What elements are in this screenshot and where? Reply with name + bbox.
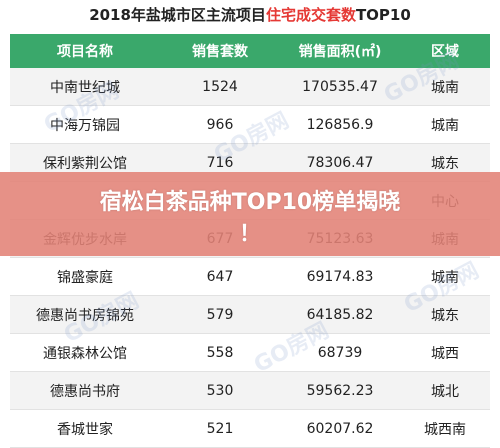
table-row: 锦盛豪庭 647 69174.83 城南 <box>10 258 490 296</box>
cell-region: 城南 <box>431 79 459 96</box>
table-title: 2018年盐城市区主流项目住宅成交套数TOP10 <box>89 6 411 24</box>
cell-area-sold: 59562.23 <box>306 382 374 399</box>
cell-project-name: 通银森林公馆 <box>43 345 127 362</box>
cell-region: 城西南 <box>424 421 466 438</box>
cell-units-sold: 647 <box>206 268 234 285</box>
cell-project-name: 德惠尚书府 <box>50 383 120 400</box>
cell-region: 城南 <box>431 269 459 286</box>
table-row: 通银森林公馆 558 68739 城西 <box>10 334 490 372</box>
title-highlight: 住宅成交套数 <box>265 6 356 24</box>
cell-units-sold: 966 <box>206 116 234 133</box>
cell-units-sold: 579 <box>206 306 234 323</box>
cell-units-sold: 716 <box>206 154 234 171</box>
header-project-name: 项目名称 <box>57 44 113 60</box>
cell-region: 城北 <box>431 383 459 400</box>
header-units-sold: 销售套数 <box>192 44 248 60</box>
header-region: 区域 <box>431 44 459 60</box>
cell-project-name: 保利紫荆公馆 <box>43 155 127 172</box>
cell-project-name: 锦盛豪庭 <box>57 269 113 286</box>
cell-project-name: 德惠尚书房锦苑 <box>36 307 134 324</box>
cell-area-sold: 68739 <box>317 344 363 361</box>
table-row: 德惠尚书府 530 59562.23 城北 <box>10 372 490 410</box>
cell-region: 城东 <box>431 155 459 172</box>
banner-headline: 宿松白茶品种TOP10榜单揭晓 ！ <box>99 190 401 247</box>
table-row: 香城世家 521 60207.62 城西南 <box>10 410 490 448</box>
cell-region: 城西 <box>431 345 459 362</box>
cell-units-sold: 1524 <box>202 78 238 95</box>
cell-area-sold: 69174.83 <box>306 268 374 285</box>
cell-area-sold: 60207.62 <box>306 420 374 437</box>
header-area-sold: 销售面积(㎡) <box>298 44 382 60</box>
table-row: 中海万锦园 966 126856.9 城南 <box>10 106 490 144</box>
cell-units-sold: 521 <box>206 420 234 437</box>
cell-project-name: 香城世家 <box>57 421 113 438</box>
cell-units-sold: 530 <box>206 382 234 399</box>
table-header: 项目名称 销售套数 销售面积(㎡) 区域 <box>10 34 490 68</box>
table-row: 德惠尚书房锦苑 579 64185.82 城东 <box>10 296 490 334</box>
cell-project-name: 中海万锦园 <box>50 117 120 134</box>
cell-area-sold: 78306.47 <box>306 154 374 171</box>
cell-region: 城东 <box>431 307 459 324</box>
cell-units-sold: 558 <box>206 344 234 361</box>
table-row: 中南世纪城 1524 170535.47 城南 <box>10 68 490 106</box>
overlay-banner <box>0 172 500 256</box>
cell-area-sold: 170535.47 <box>302 78 378 95</box>
cell-area-sold: 64185.82 <box>306 306 374 323</box>
cell-area-sold: 126856.9 <box>306 116 374 133</box>
cell-region: 城南 <box>431 117 459 134</box>
cell-project-name: 中南世纪城 <box>50 79 120 96</box>
